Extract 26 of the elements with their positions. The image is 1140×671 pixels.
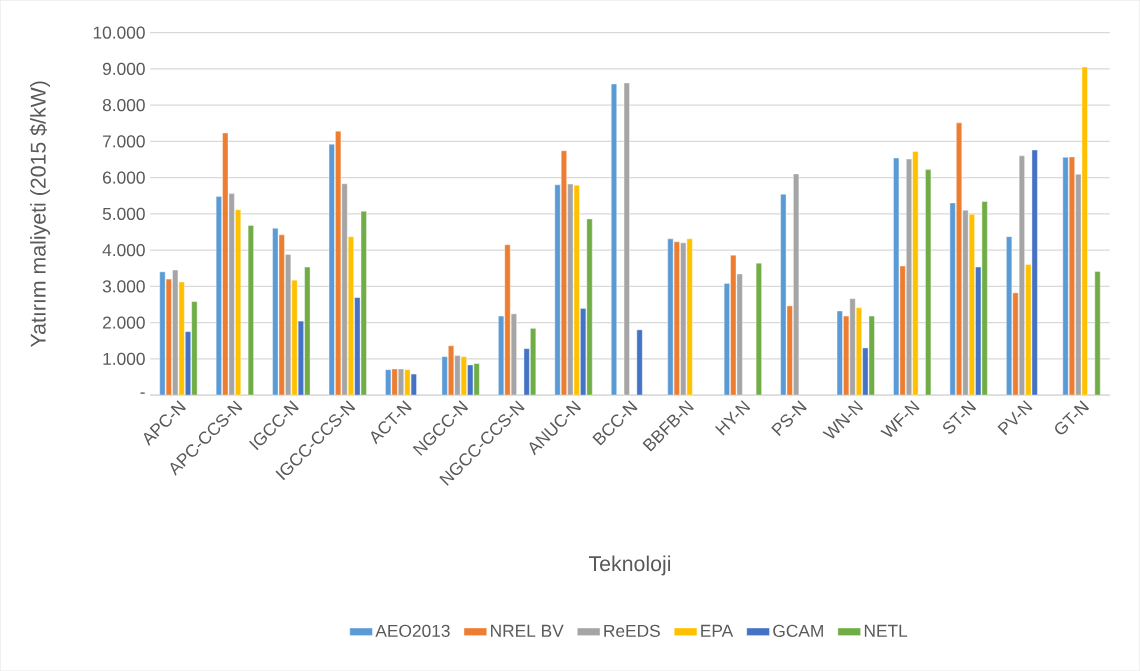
legend-label: AEO2013 xyxy=(375,624,450,637)
bar xyxy=(755,262,762,396)
y-axis-title: Yatırım maliyeti (2015 $/kW) xyxy=(29,81,50,347)
y-tick-label: 10.000 xyxy=(93,26,145,39)
bar xyxy=(925,169,932,396)
legend-label: EPA xyxy=(701,624,734,637)
bar xyxy=(247,225,254,396)
y-tick-label: 4.000 xyxy=(102,243,145,257)
bar xyxy=(611,83,617,396)
y-tick-label: 8.000 xyxy=(102,98,145,112)
y-tick-label: 6.000 xyxy=(103,171,145,184)
legend-label: NETL xyxy=(864,624,908,637)
y-tick-label: 3.000 xyxy=(102,280,145,293)
legend-label: GCAM xyxy=(773,624,823,637)
y-tick-label: 1.000 xyxy=(103,352,145,365)
y-tick-label: 7.000 xyxy=(103,135,145,148)
y-tick-label: 2.000 xyxy=(103,316,145,329)
x-axis-title: Teknoloji xyxy=(588,555,671,576)
y-tick-label: 5.000 xyxy=(102,207,145,220)
y-tick-label: - xyxy=(140,392,145,394)
legend-label: NREL BV xyxy=(491,624,564,637)
legend-label: ReEDS xyxy=(604,624,660,637)
bar xyxy=(636,329,643,396)
y-tick-label: 9.000 xyxy=(102,62,145,75)
bar xyxy=(1094,271,1101,396)
bar xyxy=(623,82,630,396)
